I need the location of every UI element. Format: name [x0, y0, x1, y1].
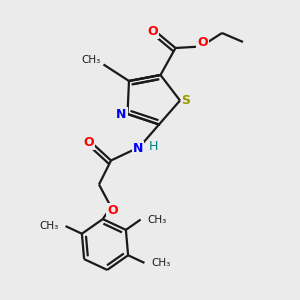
Text: N: N	[133, 142, 143, 155]
Text: CH₃: CH₃	[81, 55, 101, 65]
Text: N: N	[116, 107, 127, 121]
Text: CH₃: CH₃	[151, 258, 170, 268]
Text: O: O	[107, 204, 118, 217]
Text: CH₃: CH₃	[147, 214, 167, 224]
Text: H: H	[148, 140, 158, 154]
Text: S: S	[182, 94, 190, 107]
Text: O: O	[197, 36, 208, 50]
Text: CH₃: CH₃	[40, 221, 59, 231]
Text: O: O	[148, 25, 158, 38]
Text: O: O	[83, 136, 94, 149]
